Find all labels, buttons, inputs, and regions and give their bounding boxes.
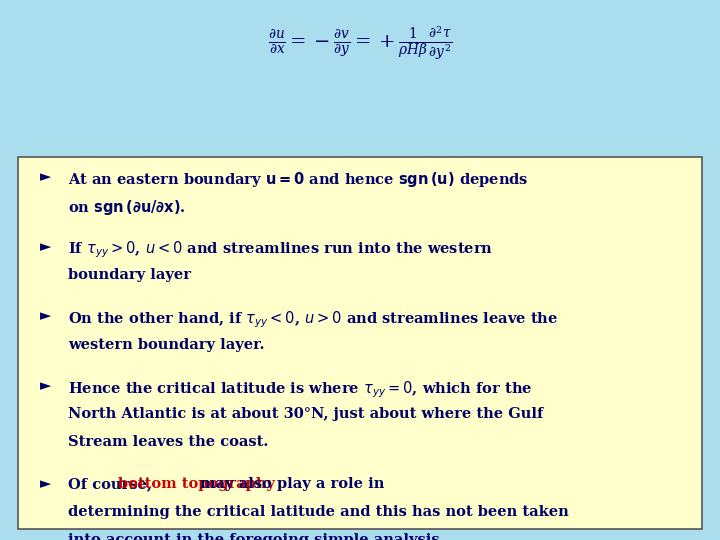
Text: boundary layer: boundary layer (68, 268, 192, 282)
Text: western boundary layer.: western boundary layer. (68, 338, 265, 352)
Text: $\frac{\partial u}{\partial x} = -\frac{\partial v}{\partial y} = +\frac{1}{\rho: $\frac{\partial u}{\partial x} = -\frac{… (268, 24, 452, 62)
Text: ►: ► (40, 477, 51, 491)
Text: may also play a role in: may also play a role in (195, 477, 384, 491)
Text: North Atlantic is at about 30°N, just about where the Gulf: North Atlantic is at about 30°N, just ab… (68, 407, 544, 421)
Text: ►: ► (40, 309, 51, 323)
Text: bottom topography: bottom topography (118, 477, 275, 491)
Text: If $\tau_{yy} > 0$, $u < 0$ and streamlines run into the western: If $\tau_{yy} > 0$, $u < 0$ and streamli… (68, 240, 494, 260)
Text: on $\mathbf{sgn\,(\partial u/\partial x)}$.: on $\mathbf{sgn\,(\partial u/\partial x)… (68, 198, 186, 217)
Text: Hence the critical latitude is where $\tau_{yy} = 0$, which for the: Hence the critical latitude is where $\t… (68, 379, 533, 400)
Text: Stream leaves the coast.: Stream leaves the coast. (68, 435, 269, 449)
Text: ►: ► (40, 170, 51, 184)
Text: Of course,: Of course, (68, 477, 158, 491)
Text: ►: ► (40, 379, 51, 393)
Text: At an eastern boundary $\mathbf{u=0}$ and hence $\mathbf{sgn\,(u)}$ depends: At an eastern boundary $\mathbf{u=0}$ an… (68, 170, 529, 189)
Text: On the other hand, if $\tau_{yy} < 0$, $u > 0$ and streamlines leave the: On the other hand, if $\tau_{yy} < 0$, $… (68, 309, 559, 330)
Text: into account in the foregoing simple analysis.: into account in the foregoing simple ana… (68, 533, 445, 540)
Text: determining the critical latitude and this has not been taken: determining the critical latitude and th… (68, 505, 569, 519)
FancyBboxPatch shape (18, 157, 702, 529)
Text: ►: ► (40, 240, 51, 254)
